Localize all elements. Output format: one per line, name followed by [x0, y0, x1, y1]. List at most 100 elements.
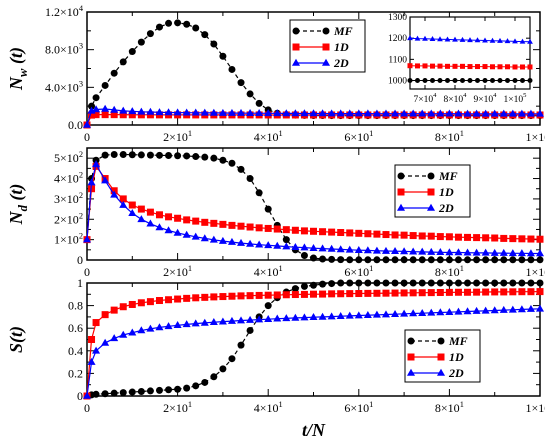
data-point	[82, 235, 92, 243]
data-point	[327, 312, 336, 320]
data-point	[128, 388, 136, 396]
data-point	[381, 310, 391, 318]
data-point	[464, 256, 472, 264]
legend-label: 1D	[439, 185, 454, 199]
data-point	[427, 256, 435, 264]
inset-data-point	[482, 64, 488, 70]
data-point	[327, 244, 336, 252]
data-point	[255, 315, 264, 323]
data-point	[155, 223, 164, 231]
inset-data-point	[512, 64, 518, 70]
data-point	[400, 231, 408, 239]
data-point	[183, 384, 191, 392]
data-point	[472, 248, 481, 256]
legend-label: 1D	[334, 40, 349, 54]
data-point	[328, 280, 336, 288]
data-point	[146, 387, 154, 395]
data-point	[527, 279, 535, 287]
data-point	[174, 385, 182, 393]
data-point	[499, 248, 508, 256]
data-point	[210, 154, 218, 162]
data-point	[400, 247, 409, 255]
data-point	[310, 227, 317, 235]
data-point	[237, 341, 245, 349]
data-point	[219, 365, 227, 373]
data-point	[101, 390, 109, 398]
y-tick-label: 0.2	[68, 366, 83, 380]
data-point	[255, 240, 264, 248]
data-point	[409, 309, 418, 317]
inset-data-point	[445, 63, 450, 69]
data-point	[155, 211, 163, 219]
inset-y-tick-label: 1100	[388, 55, 407, 65]
data-point	[209, 318, 218, 326]
data-point	[201, 218, 209, 226]
inset-data-point	[504, 38, 511, 44]
data-point	[164, 322, 173, 330]
data-point	[508, 109, 517, 117]
inset-x-tick-label: 8×104	[444, 92, 468, 105]
data-point	[291, 285, 299, 293]
data-point	[201, 378, 209, 386]
data-point	[464, 288, 472, 296]
y-axis-label: Nd (t)	[6, 184, 30, 226]
x-tick-label: 4×101	[254, 264, 283, 279]
data-point	[382, 279, 390, 287]
series-line	[86, 153, 540, 261]
data-point	[174, 152, 182, 160]
y-tick-label: 8.0×103	[45, 42, 83, 57]
series-1d	[83, 288, 544, 400]
data-point	[173, 321, 182, 329]
data-point	[146, 208, 154, 216]
x-tick-label: 8×101	[435, 400, 464, 415]
inset: 1000 1100 1200 1300 7×104 8×104 9×104 1×105	[388, 13, 533, 105]
data-point	[128, 300, 136, 308]
inset-data-point	[422, 63, 428, 69]
data-point	[255, 291, 263, 299]
legend-marker	[321, 58, 331, 66]
data-point	[363, 109, 372, 117]
inset-data-point	[520, 64, 525, 70]
data-point	[400, 309, 409, 317]
data-point	[482, 288, 490, 296]
inset-data-point	[407, 78, 413, 84]
data-point	[391, 279, 399, 287]
inset-data-point	[527, 38, 533, 44]
data-point	[200, 108, 209, 116]
data-point	[391, 231, 399, 239]
inset-data-point	[497, 64, 503, 70]
data-point	[481, 306, 490, 314]
legend-marker	[322, 43, 330, 51]
data-point	[382, 231, 390, 239]
data-point	[409, 247, 418, 255]
data-point	[536, 288, 544, 296]
data-point	[192, 294, 200, 302]
data-point	[246, 223, 254, 231]
data-point	[391, 289, 399, 297]
data-point	[400, 109, 409, 117]
inset-data-point	[437, 78, 443, 84]
data-point	[137, 326, 146, 334]
data-point	[165, 152, 173, 160]
data-point	[137, 205, 145, 213]
data-point	[192, 217, 200, 225]
data-point	[264, 109, 273, 117]
data-point	[535, 109, 545, 117]
data-point	[146, 107, 155, 115]
data-point	[110, 389, 118, 397]
data-point	[291, 291, 299, 299]
data-point	[337, 229, 345, 237]
data-point	[327, 109, 336, 117]
data-point	[165, 19, 173, 27]
data-point	[264, 224, 272, 232]
data-point	[146, 219, 155, 227]
data-point	[137, 38, 145, 46]
data-point	[309, 313, 318, 321]
data-point	[473, 288, 481, 296]
data-point	[354, 109, 363, 117]
panel-nd: 0 1×102 2×102 3×102 4×102 5×102 0 2×101 4×101 6×1…	[6, 147, 545, 279]
data-point	[119, 200, 128, 208]
data-point	[110, 306, 118, 314]
data-point	[282, 236, 290, 244]
data-point	[228, 65, 236, 73]
